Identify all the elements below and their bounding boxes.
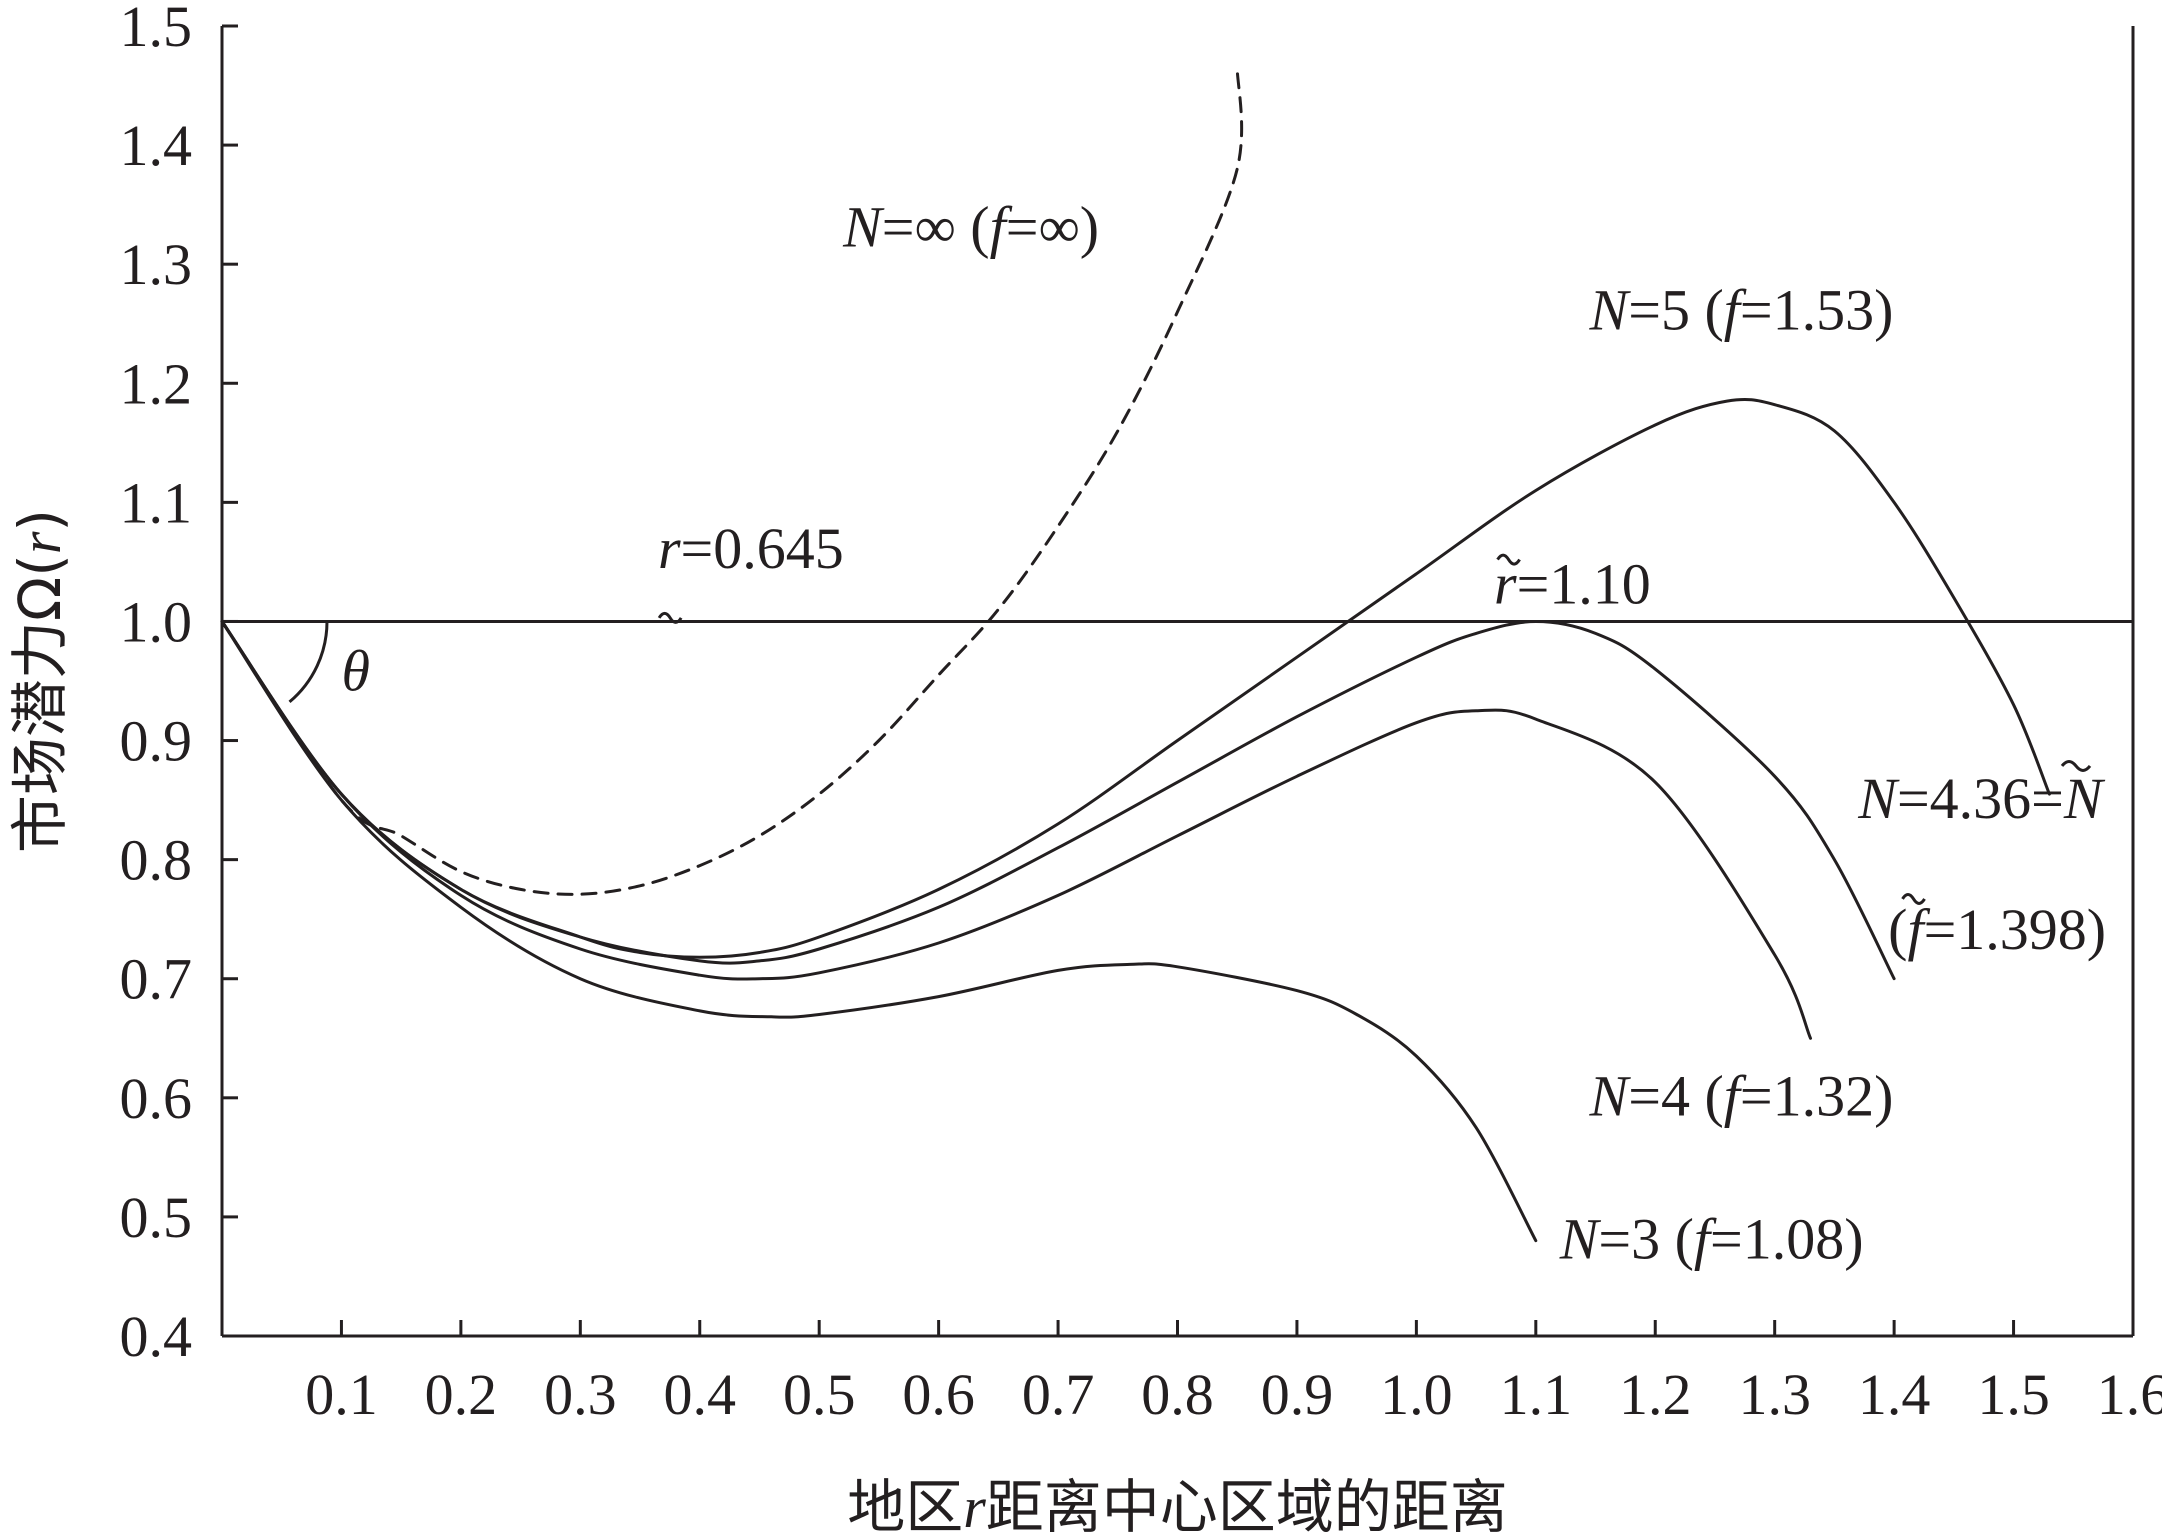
x-tick-label: 0.6 [902, 1362, 975, 1427]
text-layer: 0.1 0.2 0.3 0.4 0.5 0.6 0.7 0.8 0.9 1.0 1.1 1.2 1.3 1… [6, 0, 2162, 1536]
tilde-over-f [1901, 892, 1926, 905]
annotation-n-tilde-2: (f=1.398) [1888, 897, 2106, 962]
y-tick-label: 0.5 [120, 1185, 193, 1250]
series-layer [220, 66, 2133, 1243]
annotation-n-3: N=3 (f=1.08) [1559, 1207, 1864, 1272]
x-tick-label: 1.6 [2097, 1362, 2162, 1427]
y-tick-label: 1.3 [120, 232, 193, 297]
series-line-n-4 [220, 620, 1812, 1040]
x-tick-label: 0.3 [544, 1362, 617, 1427]
axes-layer [220, 24, 2135, 1338]
x-tick-label: 0.2 [425, 1362, 498, 1427]
y-tick-label: 1.2 [120, 351, 193, 416]
series-line-n-inf [220, 66, 1244, 896]
y-tick-label: 1.5 [120, 0, 193, 59]
series-line-n-3 [220, 620, 1538, 1243]
annotation-r-star: r=0.645 [658, 516, 844, 581]
tilde-under-r [657, 611, 683, 624]
x-tick-label: 1.5 [1977, 1362, 2050, 1427]
y-tick-label: 1.4 [120, 113, 193, 178]
x-tick-label: 0.7 [1022, 1362, 1095, 1427]
annotation-n-inf: N=∞ (f=∞) [842, 194, 1099, 259]
x-tick-label: 1.4 [1858, 1362, 1931, 1427]
x-tick-label: 0.4 [664, 1362, 737, 1427]
series-line-n-5 [220, 397, 2051, 959]
annotation-n-5: N=5 (f=1.53) [1589, 278, 1894, 343]
annotation-theta: θ [341, 639, 370, 704]
x-tick-label: 0.8 [1141, 1362, 1214, 1427]
y-tick-label: 0.9 [120, 709, 193, 774]
series-line-n-4.36 [220, 620, 1896, 981]
annotation-r-tilde: r=1.10 [1494, 552, 1651, 617]
x-tick-label: 0.1 [305, 1362, 378, 1427]
y-tick-label: 1.1 [120, 470, 193, 535]
tilde-over-r [1496, 553, 1521, 566]
annotation-n-tilde-1: N=4.36=N [1857, 766, 2106, 831]
tilde-over-n [2060, 759, 2092, 772]
x-tick-label: 0.9 [1261, 1362, 1334, 1427]
y-tick-label: 0.8 [120, 828, 193, 893]
annotation-n-4: N=4 (f=1.32) [1589, 1064, 1894, 1129]
y-axis-title: 市场潜力Ω(r) [6, 509, 74, 853]
x-tick-label: 0.5 [783, 1362, 856, 1427]
x-axis-title: 地区r距离中心区域的距离 [847, 1473, 1508, 1536]
x-tick-label: 1.1 [1500, 1362, 1573, 1427]
y-tick-label: 0.7 [120, 947, 193, 1012]
x-tick-label: 1.0 [1380, 1362, 1453, 1427]
x-tick-label: 1.2 [1619, 1362, 1692, 1427]
x-tick-label: 1.3 [1738, 1362, 1811, 1427]
y-tick-label: 1.0 [120, 589, 193, 654]
y-tick-label: 0.4 [120, 1304, 193, 1369]
theta-arc [288, 621, 329, 704]
y-tick-label: 0.6 [120, 1066, 193, 1131]
